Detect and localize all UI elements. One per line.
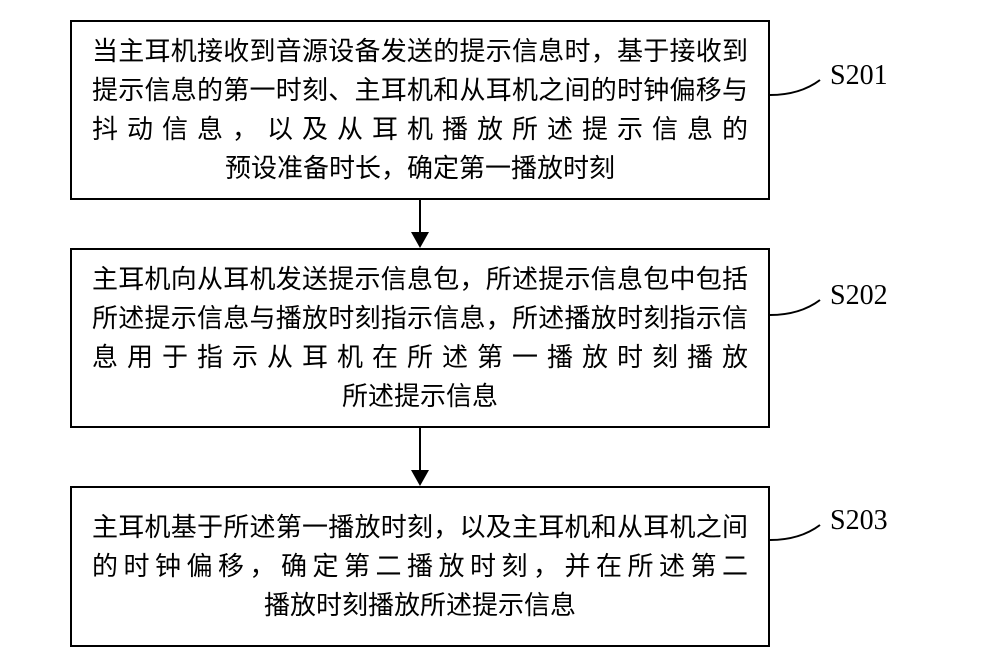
label-s202: S202 [830, 280, 888, 312]
connector-1 [0, 0, 1000, 666]
label-s201: S201 [830, 60, 888, 92]
connector-3-path [770, 525, 820, 540]
label-s203: S203 [830, 505, 888, 537]
connector-2-path [770, 300, 820, 315]
connector-1-path [770, 80, 820, 95]
